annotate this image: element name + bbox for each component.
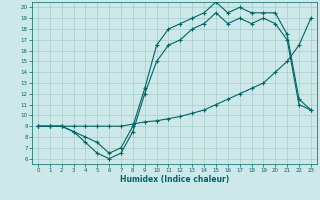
X-axis label: Humidex (Indice chaleur): Humidex (Indice chaleur) (120, 175, 229, 184)
